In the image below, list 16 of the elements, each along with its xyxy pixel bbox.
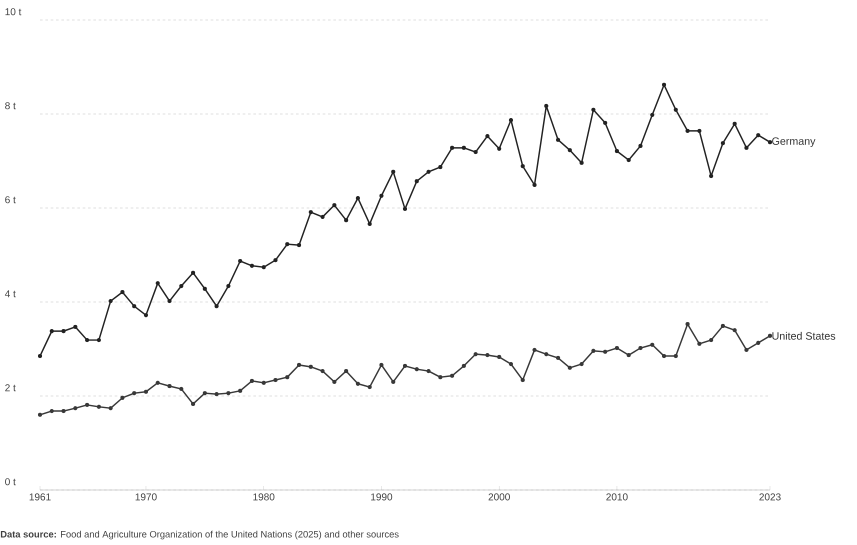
x-tick-label: 1980	[253, 493, 274, 500]
series-label: United States	[772, 332, 836, 340]
y-tick-label: 6 t	[5, 196, 16, 204]
y-tick-label: 4 t	[4, 290, 16, 298]
y-tick-label: 10 t	[5, 8, 22, 16]
series-label: Germany	[772, 137, 816, 148]
x-tick-label: 2023	[759, 493, 781, 500]
y-tick-label: 0 t	[5, 478, 16, 486]
x-tick-label: 1961	[30, 493, 51, 500]
x-tick-label: 1970	[136, 493, 157, 500]
y-tick-label: 2 t	[5, 384, 16, 392]
x-tick-label: 1990	[371, 493, 392, 500]
y-tick-label: 8 t	[5, 102, 16, 110]
text: Data source: Food and Agriculture Organization of the United Nations (2025) and other sources	[0, 530, 399, 540]
x-tick-label: 2000	[488, 493, 510, 500]
x-tick-label: 2010	[606, 493, 628, 500]
